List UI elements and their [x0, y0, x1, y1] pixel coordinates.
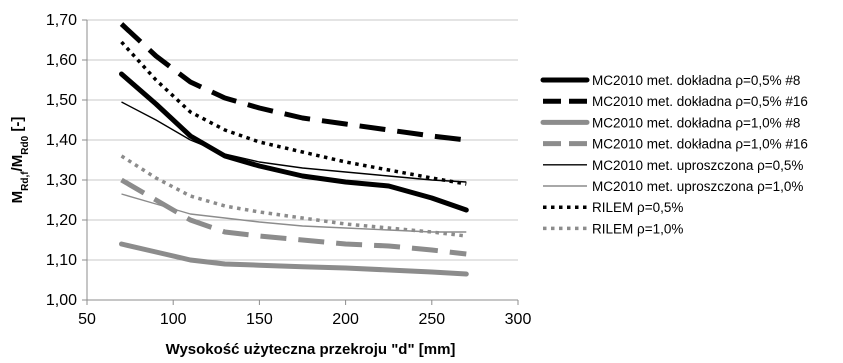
series-line-8	[120, 154, 467, 238]
y-tick-label: 1,70	[46, 12, 77, 29]
y-tick-label: 1,40	[46, 132, 77, 149]
legend-label: MC2010 met. dokładna ρ=1,0% #16	[592, 137, 808, 152]
series-line-2	[119, 22, 467, 143]
y-axis-title-main: M	[9, 191, 26, 204]
series-line-3	[119, 241, 469, 277]
x-tick-label: 300	[505, 311, 532, 328]
x-axis-title: Wysokość użyteczna przekroju "d" [mm]	[166, 341, 456, 358]
legend-label: RILEM ρ=0,5%	[592, 200, 683, 215]
legend-label: MC2010 met. dokładna ρ=0,5% #16	[592, 94, 808, 109]
axes	[82, 19, 519, 305]
y-axis-title-mid: /M	[9, 155, 26, 172]
legend-label: MC2010 met. dokładna ρ=0,5% #8	[592, 73, 800, 88]
y-tick-label: 1,50	[46, 92, 77, 109]
legend-label: RILEM ρ=1,0%	[592, 221, 683, 236]
y-tick-label: 1,30	[46, 172, 77, 189]
x-tick-label: 200	[332, 311, 359, 328]
series-line-6	[121, 193, 467, 233]
y-tick-label: 1,00	[46, 292, 77, 309]
x-tick-label: 100	[160, 311, 187, 328]
y-tick-label: 1,60	[46, 52, 77, 69]
x-tick-label: 250	[418, 311, 445, 328]
y-axis-title-tail: [-]	[9, 117, 26, 136]
legend-label: MC2010 met. uproszczona ρ=0,5%	[592, 158, 803, 173]
legend-label: MC2010 met. uproszczona ρ=1,0%	[592, 179, 803, 194]
y-axis-title-sub1: Rd,f	[20, 171, 31, 191]
y-tick-label: 1,10	[46, 252, 77, 269]
series-line-4	[120, 177, 467, 257]
x-tick-label: 150	[246, 311, 273, 328]
y-tick-label: 1,20	[46, 212, 77, 229]
y-axis-title-sub2: Rd0	[20, 135, 31, 154]
series-line-7	[120, 40, 467, 186]
y-axis-title: MRd,f/MRd0 [-]	[9, 117, 31, 204]
legend: MC2010 met. dokładna ρ=0,5% #8 MC2010 met…	[540, 73, 808, 236]
tick-labels: 1,00 1,10 1,20 1,30 1,40 1,50 1,60 1,70 50 100 150…	[46, 12, 532, 328]
series-lines	[119, 22, 469, 277]
series-line-1	[119, 71, 469, 213]
series-line-5	[121, 101, 467, 183]
legend-label: MC2010 met. dokładna ρ=1,0% #8	[592, 115, 800, 130]
x-tick-label: 50	[78, 311, 96, 328]
